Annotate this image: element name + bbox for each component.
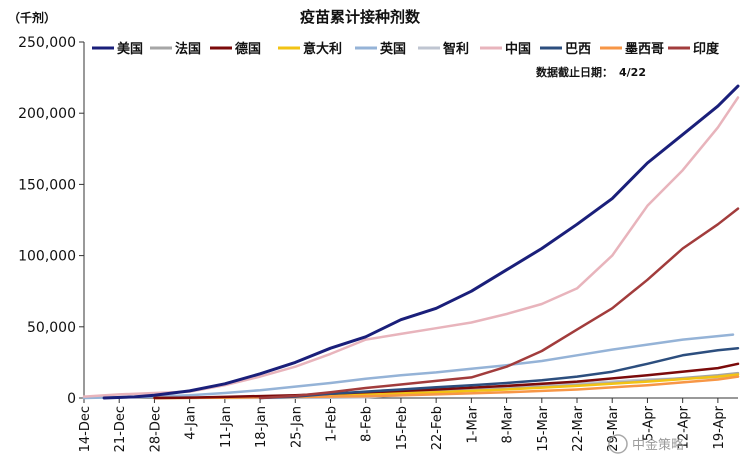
x-tick-label: 14-Dec	[78, 406, 93, 452]
watermark-text: 中金策略	[632, 437, 684, 453]
legend-label: 中国	[505, 41, 531, 57]
data-cutoff-label: 数据截止日期：	[536, 65, 613, 79]
x-tick-label: 15-Feb	[395, 406, 410, 450]
x-tick-label: 18-Jan	[254, 406, 269, 448]
y-tick-label: 0	[67, 391, 76, 407]
y-tick-label: 50,000	[27, 320, 76, 336]
wechat-icon	[608, 434, 628, 454]
series-line-0	[102, 84, 740, 400]
x-tick-label: 28-Dec	[148, 406, 163, 452]
x-tick-label: 15-Mar	[536, 405, 551, 451]
x-tick-label: 1-Mar	[465, 405, 480, 443]
x-tick-label: 21-Dec	[113, 406, 128, 452]
legend: 美国 法国 德国 意大利 英国 智利 中国 巴西 墨西哥 印度	[92, 41, 720, 57]
legend-label: 意大利	[303, 41, 342, 57]
series-line-7	[258, 346, 740, 400]
x-tick-label: 4-Jan	[184, 406, 199, 440]
legend-label: 英国	[379, 41, 406, 57]
x-tick-label: 22-Mar	[571, 405, 586, 451]
x-tick-label: 8-Feb	[360, 406, 375, 442]
series-line-9	[258, 207, 740, 400]
data-cutoff-note: 数据截止日期： 4/22	[536, 65, 646, 79]
x-tick-label: 8-Mar	[501, 405, 516, 443]
unit-label: （千剂）	[8, 10, 56, 25]
plot-area	[82, 84, 740, 400]
x-tick-label: 22-Feb	[430, 406, 445, 450]
x-tick-label: 11-Jan	[219, 406, 234, 448]
x-tick-label: 12-Apr	[677, 405, 692, 449]
x-tick-label: 5-Apr	[641, 405, 656, 441]
series-line-4	[82, 333, 735, 400]
series-line-6	[82, 96, 740, 398]
x-tick-label: 19-Apr	[712, 405, 727, 449]
x-tick-label: 25-Jan	[289, 406, 304, 448]
x-tick-label: 1-Feb	[325, 406, 340, 442]
legend-label: 巴西	[565, 42, 591, 57]
y-axis: 0 50,000 100,000 150,000 200,000 250,000	[18, 35, 85, 407]
watermark: 中金策略	[608, 434, 684, 454]
legend-label: 印度	[693, 41, 720, 57]
series-line-2	[153, 362, 740, 400]
y-tick-label: 250,000	[18, 35, 76, 51]
y-tick-label: 200,000	[18, 106, 76, 122]
legend-label: 美国	[117, 41, 143, 57]
legend-label: 智利	[443, 41, 469, 57]
legend-label: 墨西哥	[625, 41, 664, 57]
y-tick-label: 100,000	[18, 249, 76, 265]
legend-label: 法国	[175, 41, 201, 57]
y-tick-label: 150,000	[18, 177, 76, 193]
data-cutoff-date: 4/22	[619, 66, 646, 79]
legend-label: 德国	[235, 41, 261, 57]
chart-title: 疫苗累计接种剂数	[300, 8, 421, 26]
x-axis: 14-Dec 21-Dec 28-Dec 4-Jan 11-Jan 18-Jan 25-Ja…	[78, 397, 738, 452]
